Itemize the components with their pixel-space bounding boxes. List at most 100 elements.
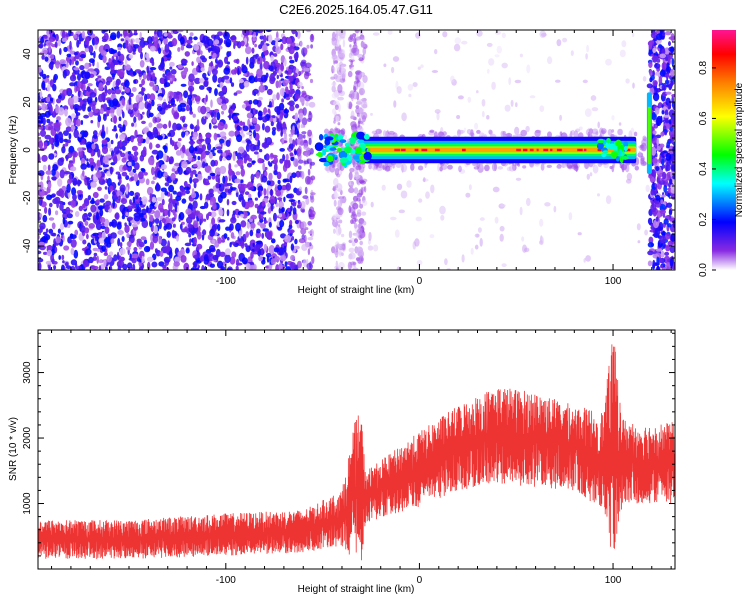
- spectrogram-cell: [164, 190, 169, 196]
- spectrogram-cell: [359, 71, 366, 78]
- spectrogram-cell: [285, 96, 291, 101]
- spectrogram-cell: [266, 180, 271, 186]
- spectrogram-cell: [213, 132, 218, 141]
- spectrogram-cell: [75, 118, 81, 127]
- spectrogram-cell: [86, 158, 89, 162]
- spectrogram-cell: [607, 128, 613, 136]
- spectrogram-cell: [227, 188, 232, 194]
- spectrogram-cell: [173, 106, 178, 111]
- spectrogram-cell: [107, 142, 111, 149]
- spectrogram-cell: [256, 68, 263, 78]
- spectrogram-cell: [370, 201, 374, 208]
- spectrogram-cell: [276, 122, 283, 130]
- spectrogram-cell: [78, 205, 84, 212]
- spectrogram-cell: [547, 56, 553, 65]
- spectrogram-cell: [214, 241, 220, 248]
- spectrogram-cell: [115, 133, 118, 139]
- signal-blob: [349, 136, 356, 145]
- spectrogram-cell: [48, 44, 51, 53]
- spectrogram-cell: [114, 212, 120, 220]
- spectrogram-cell: [636, 223, 641, 231]
- spectrogram-cell: [237, 67, 240, 76]
- spectrogram-cell: [230, 232, 235, 239]
- spectrogram-cell: [263, 188, 267, 196]
- spectrogram-cell: [219, 165, 227, 175]
- spectrogram-cell: [290, 254, 296, 261]
- spectrogram-cell: [58, 255, 61, 260]
- spectrogram-cell: [356, 209, 362, 215]
- spectrogram-cell: [48, 266, 52, 270]
- colorbar-tick-label: 0.6: [698, 111, 709, 125]
- spectrogram-cell: [245, 143, 250, 152]
- spectrogram-cell: [119, 33, 123, 37]
- spectrogram-cell: [656, 256, 660, 265]
- spectrogram-cell: [49, 61, 54, 65]
- spectrogram-cell: [499, 225, 505, 232]
- spectrogram-cell: [228, 130, 235, 137]
- spectrogram-cell: [88, 111, 94, 118]
- spectrogram-cell: [142, 72, 147, 80]
- spectrogram-cell: [116, 251, 120, 261]
- spectrogram-cell: [665, 152, 672, 161]
- spectrogram-cell: [306, 262, 314, 270]
- spectrogram-cell: [651, 112, 657, 121]
- spectrogram-cell: [261, 232, 265, 239]
- spectrogram-cell: [297, 201, 302, 208]
- spectrogram-cell: [251, 117, 258, 124]
- signal-blob: [603, 150, 609, 154]
- spectrogram-cell: [137, 114, 141, 121]
- spectrogram-cell: [111, 128, 118, 132]
- spectrogram-cell: [38, 250, 42, 255]
- spectrogram-cell: [670, 233, 675, 242]
- spectrogram-cell: [180, 186, 185, 192]
- spectrogram-cell: [59, 59, 66, 65]
- spectrogram-cell: [131, 223, 138, 228]
- spectrogram-cell: [190, 170, 194, 179]
- spectrogram-cell: [104, 218, 110, 227]
- spectrogram-cell: [221, 86, 227, 93]
- spectrogram-cell: [210, 99, 213, 108]
- spectrogram-cell: [285, 182, 291, 191]
- spectrogram-cell: [176, 235, 179, 242]
- spectrogram-cell: [83, 114, 89, 119]
- spectrogram-cell: [210, 149, 215, 153]
- spectrogram-cell: [43, 141, 48, 150]
- spectrogram-cell: [51, 232, 57, 237]
- spectrogram-cell: [208, 87, 212, 94]
- spectrogram-cell: [146, 65, 150, 75]
- spectrogram-cell: [38, 132, 41, 137]
- spectrogram-cell: [185, 104, 190, 112]
- spectrogram-cell: [235, 90, 243, 94]
- spectrogram-cell: [200, 67, 205, 72]
- spectrogram-cell: [40, 129, 46, 137]
- spectrogram-cell: [656, 138, 660, 147]
- x-tick-label: 100: [605, 575, 622, 586]
- spectrogram-cell: [246, 139, 252, 144]
- spectrogram-cell: [114, 88, 122, 95]
- spectrogram-cell: [337, 207, 344, 216]
- spectrogram-cell: [69, 40, 72, 50]
- spectrogram-cell: [221, 266, 225, 270]
- spectrogram-cell: [212, 52, 217, 59]
- spectrogram-cell: [209, 244, 216, 252]
- spectrogram-cell: [119, 139, 122, 148]
- spectrogram-cell: [334, 168, 340, 176]
- spectrogram-cell: [205, 195, 209, 200]
- spectrogram-cell: [113, 49, 118, 53]
- spectrogram-cell: [38, 197, 43, 206]
- spectrogram-cell: [59, 169, 65, 179]
- spectrogram-cell: [259, 62, 263, 71]
- spectrogram-cell: [43, 251, 48, 255]
- spectrogram-cell: [221, 239, 226, 243]
- spectrogram-cell: [310, 175, 316, 181]
- spectrogram-cell: [476, 129, 481, 134]
- signal-blob: [606, 138, 611, 144]
- spectrogram-cell: [358, 57, 364, 62]
- spectrogram-cell: [350, 121, 357, 128]
- spectrogram-cell: [414, 238, 420, 247]
- spectrogram-cell: [62, 69, 67, 79]
- spectrogram-cell: [188, 145, 195, 154]
- spectrogram-cell: [349, 44, 352, 48]
- signal-blob: [618, 148, 622, 157]
